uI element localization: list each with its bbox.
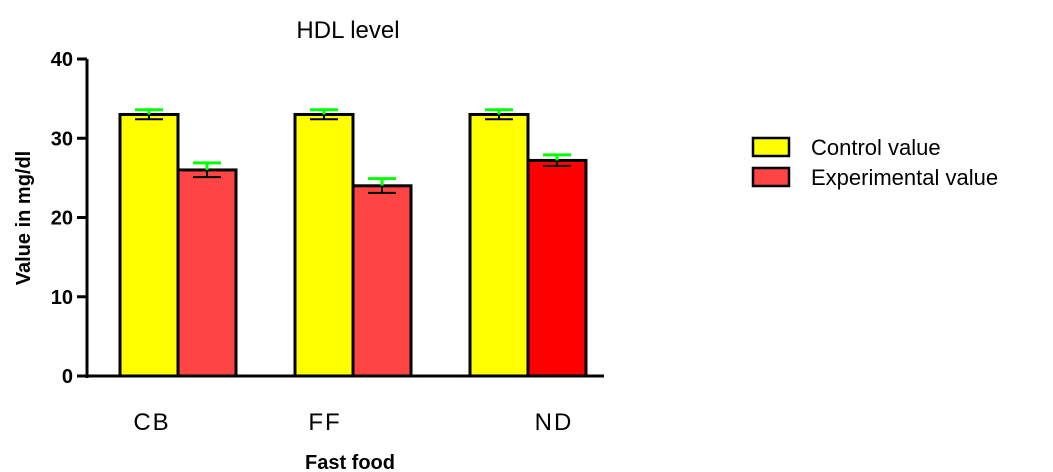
x-axis-label: Fast food [305,452,395,472]
y-tick-label-30: 30 [51,128,73,150]
bar-cb-experimental [176,168,238,378]
bar-nd-control [468,112,530,378]
bar-cb-control [118,112,180,378]
error-bar-cb-control [135,108,163,121]
legend-swatch [751,166,791,188]
y-tick-label-0: 0 [62,366,73,388]
legend: Control value Experimental value [751,135,998,190]
y-tick-label-10: 10 [51,287,73,309]
chart-title: HDL level [296,17,399,44]
bar-ff-control [293,112,355,378]
error-bar-ff-experimental [368,177,396,194]
legend-swatch [751,136,791,158]
error-bar-nd-experimental [543,153,571,167]
x-axis: CB FF ND [86,374,604,436]
y-axis-label: Value in mg/dl [13,151,35,285]
y-tick-label-20: 20 [51,208,73,230]
x-tick-label-cb: CB [133,409,170,436]
bar-ff-experimental [351,184,413,378]
error-bar-cb-experimental [193,161,221,179]
error-bar-nd-control [485,108,513,121]
y-axis: 0 10 20 30 40 [51,49,89,388]
plot-area [118,108,588,378]
legend-label: Experimental value [811,165,998,190]
x-tick-label-ff: FF [308,409,341,436]
error-bar-ff-control [310,108,338,121]
bar-nd-experimental [526,158,588,378]
x-tick-label-nd: ND [535,409,574,436]
legend-label: Control value [811,135,941,160]
legend-item-experimental: Experimental value [751,165,998,190]
y-tick-label-40: 40 [51,49,73,71]
legend-item-control: Control value [751,135,941,160]
